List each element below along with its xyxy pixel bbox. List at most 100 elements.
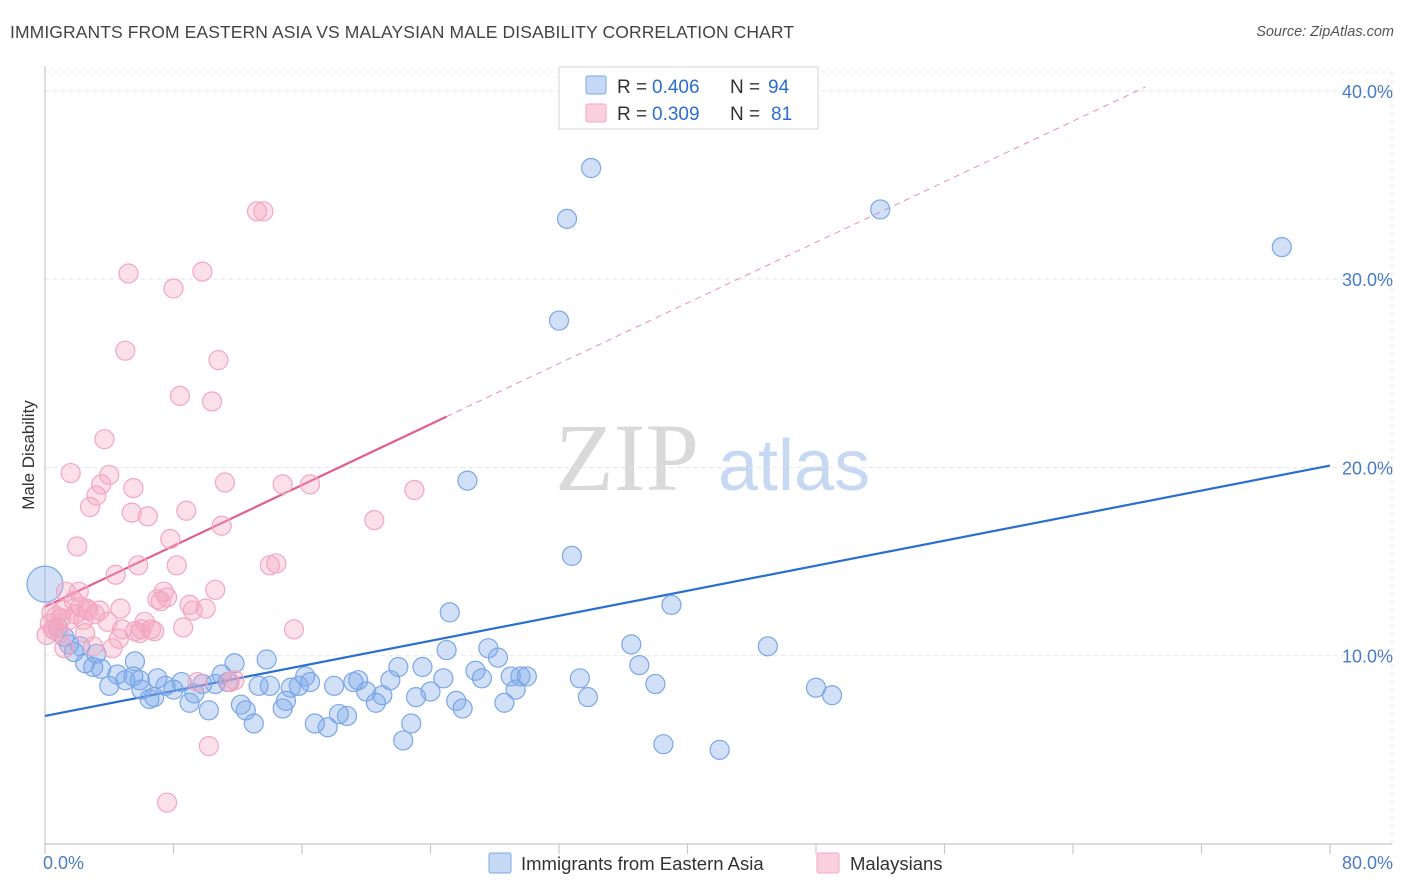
point-malaysians bbox=[137, 506, 158, 527]
point-eastern-asia bbox=[401, 713, 422, 734]
point-eastern-asia bbox=[457, 470, 478, 491]
point-malaysians bbox=[41, 602, 62, 623]
point-malaysians bbox=[78, 600, 99, 621]
legend-r-label-1: R = bbox=[617, 77, 647, 98]
point-malaysians bbox=[105, 564, 126, 585]
legend-n-label-1: N = bbox=[730, 77, 760, 98]
point-eastern-asia bbox=[709, 739, 730, 760]
point-malaysians bbox=[68, 581, 89, 602]
point-malaysians bbox=[201, 391, 223, 412]
point-malaysians bbox=[54, 638, 75, 659]
legend-r-label-2: R = bbox=[617, 104, 647, 125]
point-eastern-asia bbox=[548, 310, 570, 331]
point-malaysians bbox=[60, 462, 81, 484]
point-malaysians bbox=[123, 478, 144, 499]
point-malaysians bbox=[118, 263, 139, 284]
point-eastern-asia bbox=[653, 734, 674, 755]
y-tick-label: 40.0% bbox=[1342, 82, 1393, 102]
point-eastern-asia bbox=[179, 692, 200, 713]
point-malaysians bbox=[187, 671, 208, 693]
point-eastern-asia bbox=[629, 655, 650, 676]
point-eastern-asia bbox=[336, 705, 358, 727]
svg-text:atlas: atlas bbox=[718, 426, 870, 506]
point-eastern-asia bbox=[487, 647, 509, 668]
point-malaysians bbox=[121, 502, 142, 523]
series-legend: Immigrants from Eastern Asia Malaysians bbox=[488, 852, 943, 874]
point-eastern-asia bbox=[757, 636, 778, 657]
point-malaysians bbox=[299, 474, 321, 495]
point-malaysians bbox=[65, 604, 86, 625]
data-points bbox=[26, 157, 1292, 813]
point-malaysians bbox=[86, 485, 107, 506]
point-malaysians bbox=[99, 464, 120, 486]
point-eastern-asia bbox=[412, 656, 433, 678]
point-eastern-asia bbox=[328, 703, 350, 725]
point-eastern-asia bbox=[505, 679, 526, 700]
point-malaysians bbox=[192, 261, 213, 282]
stats-legend: R = 0.406 N = 94 R = 0.309 N = 81 bbox=[558, 66, 819, 130]
point-eastern-asia bbox=[348, 670, 369, 691]
watermark: ZIP atlas bbox=[555, 404, 870, 511]
point-eastern-asia bbox=[581, 157, 602, 179]
point-eastern-asia bbox=[299, 671, 321, 693]
point-malaysians bbox=[364, 510, 385, 531]
point-malaysians bbox=[44, 619, 65, 640]
point-malaysians bbox=[144, 621, 165, 642]
point-eastern-asia bbox=[388, 656, 409, 678]
point-malaysians bbox=[205, 579, 226, 600]
point-malaysians bbox=[94, 429, 115, 450]
point-malaysians bbox=[195, 598, 216, 619]
legend-n-label-2: N = bbox=[730, 104, 760, 125]
point-malaysians bbox=[160, 528, 181, 550]
point-eastern-asia bbox=[439, 602, 460, 623]
point-eastern-asia bbox=[83, 656, 104, 678]
point-malaysians bbox=[266, 553, 287, 574]
point-eastern-asia bbox=[452, 698, 473, 719]
point-eastern-asia bbox=[436, 639, 457, 661]
point-eastern-asia bbox=[198, 700, 219, 721]
point-eastern-asia bbox=[26, 565, 64, 603]
point-malaysians bbox=[129, 623, 150, 644]
point-malaysians bbox=[115, 340, 136, 361]
point-malaysians bbox=[156, 792, 178, 813]
y-axis-label: Male Disability bbox=[19, 400, 38, 510]
point-eastern-asia bbox=[163, 679, 184, 700]
tick-labels: 10.0% 20.0% 30.0% 40.0% 0.0% 80.0% bbox=[43, 82, 1393, 873]
x-tick-label-start: 0.0% bbox=[43, 853, 84, 873]
point-eastern-asia bbox=[577, 687, 599, 708]
point-eastern-asia bbox=[224, 653, 245, 674]
chart-title: IMMIGRANTS FROM EASTERN ASIA VS MALAYSIA… bbox=[10, 22, 795, 42]
point-malaysians bbox=[58, 609, 80, 631]
trend-line-malaysians bbox=[44, 415, 448, 608]
point-eastern-asia bbox=[471, 668, 492, 689]
point-malaysians bbox=[67, 536, 88, 557]
y-tick-label: 30.0% bbox=[1342, 270, 1393, 290]
point-eastern-asia bbox=[1271, 237, 1292, 258]
point-eastern-asia bbox=[317, 717, 338, 738]
point-malaysians bbox=[272, 474, 293, 495]
legend-swatch-pink bbox=[585, 103, 607, 123]
legend-n-value-2: 81 bbox=[771, 104, 792, 125]
point-malaysians bbox=[110, 598, 131, 619]
trend-line-malaysians-extension bbox=[446, 86, 1146, 418]
point-eastern-asia bbox=[256, 649, 277, 670]
point-eastern-asia bbox=[259, 675, 280, 696]
point-malaysians bbox=[214, 472, 235, 493]
point-malaysians bbox=[128, 555, 149, 576]
point-eastern-asia bbox=[91, 658, 112, 679]
series-legend-label-blue: Immigrants from Eastern Asia bbox=[521, 853, 764, 874]
point-malaysians bbox=[208, 349, 229, 371]
point-malaysians bbox=[163, 278, 184, 299]
point-eastern-asia bbox=[129, 670, 150, 691]
y-tick-label: 10.0% bbox=[1342, 647, 1393, 667]
point-malaysians bbox=[179, 594, 200, 615]
point-malaysians bbox=[246, 201, 268, 222]
point-malaysians bbox=[198, 735, 219, 757]
x-tick-label-end: 80.0% bbox=[1342, 853, 1393, 873]
point-malaysians bbox=[140, 619, 162, 640]
point-malaysians bbox=[166, 555, 187, 576]
point-malaysians bbox=[283, 619, 305, 640]
point-eastern-asia bbox=[645, 673, 666, 695]
point-malaysians bbox=[176, 500, 197, 521]
